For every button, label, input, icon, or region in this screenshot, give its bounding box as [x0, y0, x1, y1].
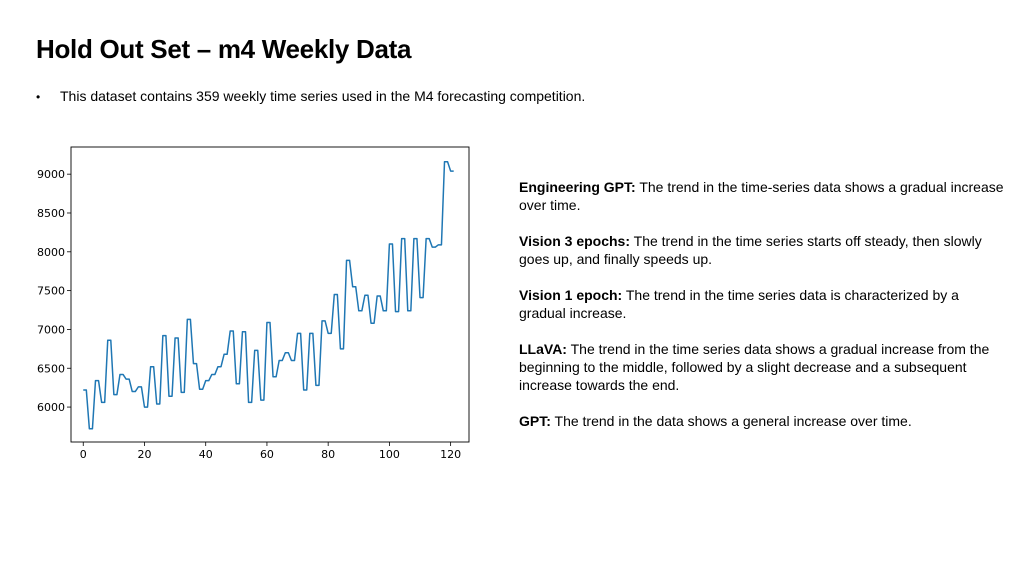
note-text: The trend in the data shows a general in…	[550, 413, 912, 429]
series-line	[83, 161, 454, 430]
y-tick-label: 8500	[37, 207, 65, 220]
y-tick-label: 8000	[37, 246, 65, 259]
note-gpt: GPT: The trend in the data shows a gener…	[519, 412, 1009, 430]
note-label: LLaVA:	[519, 341, 567, 357]
x-tick-label: 20	[137, 448, 151, 461]
slide-title: Hold Out Set – m4 Weekly Data	[36, 34, 412, 64]
y-tick-label: 9000	[37, 168, 65, 181]
x-tick-label: 60	[260, 448, 274, 461]
y-axis-ticks: 6000 6500 7000 7500 8000 8500 9000	[37, 168, 71, 414]
note-vision-1-epoch: Vision 1 epoch: The trend in the time se…	[519, 286, 1009, 322]
y-tick-label: 6000	[37, 401, 65, 414]
chart-svg: 6000 6500 7000 7500 8000 8500 9000 0 20 40 60 80 10…	[37, 146, 470, 461]
line-chart: 6000 6500 7000 7500 8000 8500 9000 0 20 40 60 80 10…	[30, 140, 480, 475]
series-lines	[83, 161, 454, 430]
note-text: The trend in the time series data shows …	[519, 341, 990, 393]
x-axis-ticks: 0 20 40 60 80 100 120	[80, 442, 461, 461]
note-label: Vision 3 epochs:	[519, 233, 630, 249]
note-llava: LLaVA: The trend in the time series data…	[519, 340, 1009, 394]
note-text: The trend in the time series data is cha…	[519, 287, 959, 321]
model-responses: Engineering GPT: The trend in the time-s…	[519, 178, 1009, 448]
x-tick-label: 100	[379, 448, 400, 461]
note-text: The trend in the time series starts off …	[519, 233, 982, 267]
bullet-item: • This dataset contains 359 weekly time …	[36, 88, 585, 104]
x-tick-label: 40	[199, 448, 213, 461]
y-tick-label: 7500	[37, 285, 65, 298]
x-tick-label: 0	[80, 448, 87, 461]
note-label: Engineering GPT:	[519, 179, 636, 195]
x-tick-label: 120	[440, 448, 461, 461]
note-text: The trend in the time-series data shows …	[519, 179, 1004, 213]
note-label: Vision 1 epoch:	[519, 287, 623, 303]
y-tick-label: 6500	[37, 362, 65, 375]
note-vision-3-epochs: Vision 3 epochs: The trend in the time s…	[519, 232, 1009, 268]
note-engineering-gpt: Engineering GPT: The trend in the time-s…	[519, 178, 1009, 214]
note-label: GPT:	[519, 413, 551, 429]
x-tick-label: 80	[321, 448, 335, 461]
plot-frame	[70, 146, 470, 443]
bullet-text: This dataset contains 359 weekly time se…	[60, 88, 586, 104]
bullet-dot-icon: •	[36, 90, 41, 104]
y-tick-label: 7000	[37, 323, 65, 336]
